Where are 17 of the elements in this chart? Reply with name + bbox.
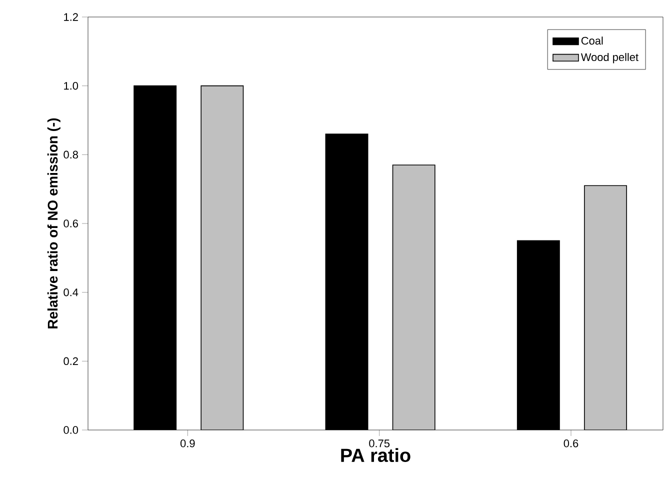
legend-label: Wood pellet (580, 53, 638, 64)
y-tick-label: 0.4 (64, 288, 78, 296)
y-axis-title: Relative ratio of NO emission (-) (47, 118, 60, 328)
bar (584, 185, 627, 430)
y-tick-label: 0.0 (64, 426, 78, 434)
y-tick-label: 0.2 (64, 357, 78, 366)
x-tick-label: 0.6 (564, 440, 578, 448)
bar (392, 164, 436, 430)
y-tick-label: 1.2 (64, 13, 78, 21)
bar (200, 85, 244, 430)
x-tick-label: 0.9 (180, 440, 195, 448)
y-tick-label: 0.6 (64, 220, 78, 228)
y-tick-label: 1.0 (64, 82, 78, 90)
y-tick-label: 0.8 (64, 150, 78, 159)
x-axis-title: PA ratio (341, 448, 410, 462)
legend-label: Coal (581, 36, 603, 45)
x-tick-label: 0.75 (369, 440, 390, 448)
